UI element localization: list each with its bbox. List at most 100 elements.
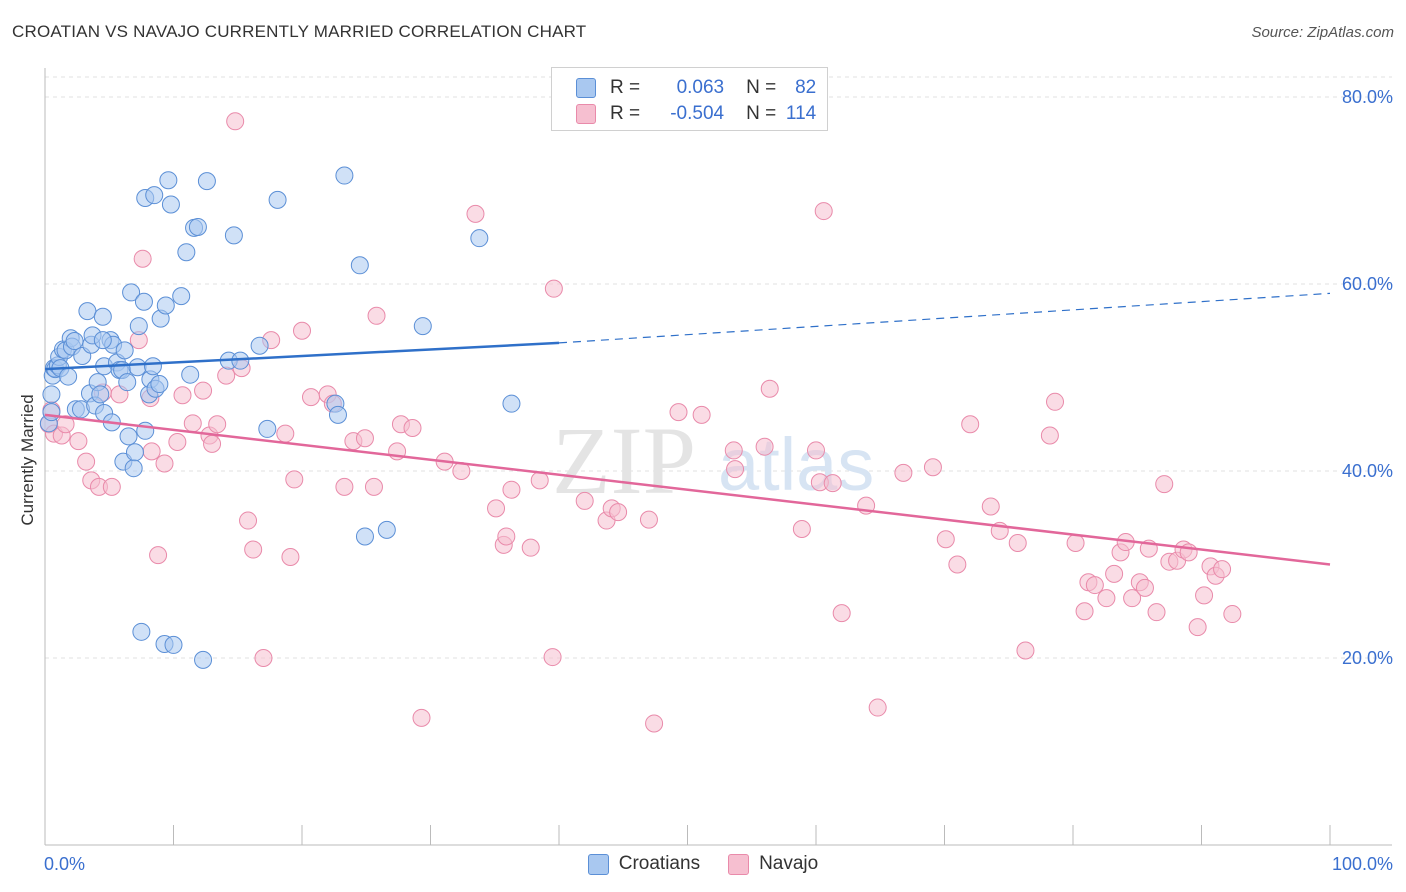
navajo-point: [1155, 475, 1174, 494]
navajo-point: [1097, 589, 1116, 608]
croatians-point: [328, 405, 347, 424]
navajo-point: [149, 546, 168, 565]
watermark-atlas: atlas: [718, 423, 874, 506]
navajo-legend-swatch: [728, 853, 750, 875]
navajo-point: [609, 503, 628, 522]
r-value: 0.063: [676, 77, 725, 98]
r-label: R =: [610, 103, 641, 124]
navajo-point: [69, 432, 88, 451]
navajo-point: [1135, 578, 1154, 597]
x-tick-label: 100.0%: [1332, 854, 1393, 874]
croatians-swatch: [576, 78, 596, 98]
navajo-point: [403, 418, 422, 437]
navajo-point: [466, 204, 485, 223]
navajo-point: [355, 429, 374, 448]
croatians-point: [156, 296, 175, 315]
r-value: -0.504: [670, 103, 725, 124]
navajo-point: [497, 527, 516, 546]
y-tick-label: 60.0%: [1342, 274, 1393, 294]
croatians-point: [502, 394, 521, 413]
trend-lines: [44, 292, 1331, 566]
navajo-point: [544, 279, 563, 298]
navajo-point: [1046, 392, 1065, 411]
legend-label-croatians: Croatians: [618, 853, 701, 874]
chart-title: CROATIAN VS NAVAJO CURRENTLY MARRIED COR…: [12, 22, 587, 41]
croatians-point: [164, 635, 183, 654]
navajo-point: [814, 202, 833, 221]
navajo-point: [254, 649, 273, 667]
croatians-point: [59, 367, 78, 386]
croatians-point: [118, 373, 137, 392]
croatians-point: [181, 365, 200, 384]
navajo-point: [645, 714, 664, 733]
navajo-point: [1105, 564, 1124, 583]
legend-item-navajo[interactable]: Navajo: [728, 853, 818, 875]
croatians-point: [177, 243, 196, 262]
source-label: Source: ZipAtlas.com: [1251, 24, 1394, 41]
y-axis-label: Currently Married: [18, 394, 37, 525]
navajo-point: [285, 470, 304, 489]
stats-row-navajo: R = -0.504 N = 114: [576, 102, 816, 126]
croatians-point: [355, 527, 374, 546]
croatians-point: [128, 358, 147, 377]
navajo-point: [1213, 560, 1232, 579]
croatians-point: [42, 385, 61, 404]
series-legend: Croatians Navajo: [0, 852, 1406, 876]
croatians-point: [377, 520, 396, 539]
navajo-point: [923, 458, 942, 477]
croatians-point: [115, 341, 134, 360]
navajo-point: [412, 708, 431, 727]
navajo-point: [364, 477, 383, 496]
croatians-point: [119, 427, 138, 446]
navajo-point: [868, 698, 887, 717]
croatians-point: [132, 622, 151, 641]
navajo-point: [1188, 618, 1207, 637]
navajo-point: [194, 381, 213, 400]
navajo-point: [792, 519, 811, 538]
croatians-points: [39, 166, 521, 669]
stats-legend: R = 0.063 N = 82 R = -0.504 N = 114: [551, 67, 828, 131]
croatians-trend-line: [44, 341, 560, 371]
navajo-swatch: [576, 104, 596, 124]
croatians-point: [161, 195, 180, 214]
croatians-point: [268, 190, 287, 209]
navajo-point: [335, 477, 354, 496]
navajo-point: [1008, 533, 1027, 552]
navajo-point: [692, 405, 711, 424]
n-value: 82: [795, 77, 817, 98]
navajo-point: [183, 414, 202, 433]
croatians-point: [124, 459, 143, 478]
navajo-point: [142, 442, 161, 461]
croatians-trend-extension: [558, 292, 1331, 344]
navajo-point: [168, 433, 187, 452]
croatians-point: [159, 171, 178, 190]
n-label: N =: [746, 103, 777, 124]
croatians-point: [129, 317, 148, 336]
croatians-point: [78, 302, 97, 321]
navajo-point: [726, 460, 745, 479]
navajo-point: [1223, 605, 1242, 624]
watermark: ZIP atlas: [552, 407, 874, 514]
legend-label-navajo: Navajo: [759, 853, 819, 874]
navajo-point: [724, 441, 743, 460]
stats-row-croatians: R = 0.063 N = 82: [576, 76, 816, 100]
navajo-point: [760, 379, 779, 398]
navajo-point: [1085, 576, 1104, 595]
legend-item-croatians[interactable]: Croatians: [587, 853, 701, 875]
navajo-point: [226, 112, 245, 131]
navajo-point: [823, 474, 842, 493]
navajo-point: [832, 604, 851, 623]
croatians-point: [258, 419, 277, 438]
axes: [44, 68, 1392, 846]
croatians-point: [122, 283, 141, 302]
croatians-point: [93, 307, 112, 326]
navajo-point: [293, 321, 311, 340]
y-tick-label: 80.0%: [1342, 87, 1393, 107]
navajo-point: [77, 452, 96, 471]
navajo-point: [575, 491, 594, 510]
navajo-point: [669, 403, 688, 422]
tick-labels: 20.0% 40.0% 60.0% 80.0% 0.0% 100.0%: [44, 87, 1393, 874]
croatians-point: [188, 217, 207, 236]
croatians-point: [134, 292, 153, 311]
